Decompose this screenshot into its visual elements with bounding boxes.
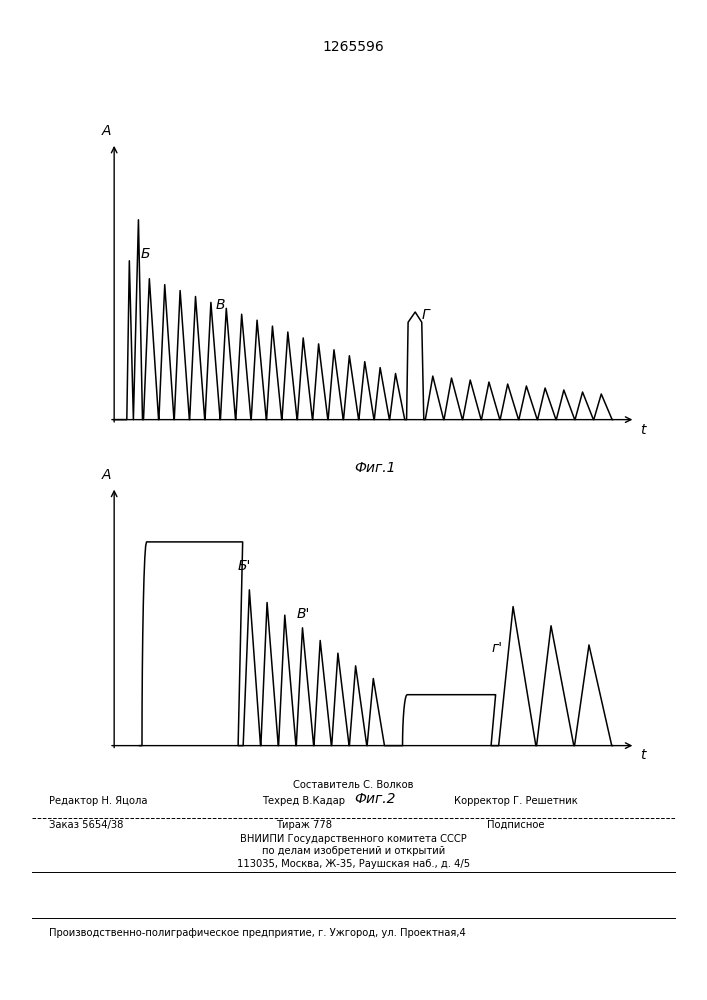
Text: В: В xyxy=(216,298,225,312)
Text: по делам изобретений и открытий: по делам изобретений и открытий xyxy=(262,846,445,856)
Text: Подписное: Подписное xyxy=(487,820,545,830)
Text: Б: Б xyxy=(141,247,150,261)
Text: Б': Б' xyxy=(238,559,252,573)
Text: А: А xyxy=(102,468,112,482)
Text: Г: Г xyxy=(422,308,430,322)
Text: Техред В.Кадар: Техред В.Кадар xyxy=(262,796,346,806)
Text: ВНИИПИ Государственного комитета СССР: ВНИИПИ Государственного комитета СССР xyxy=(240,834,467,844)
Text: 1265596: 1265596 xyxy=(322,40,385,54)
Text: 113035, Москва, Ж-35, Раушская наб., д. 4/5: 113035, Москва, Ж-35, Раушская наб., д. … xyxy=(237,859,470,869)
Text: t: t xyxy=(641,748,645,762)
Text: Тираж 778: Тираж 778 xyxy=(276,820,332,830)
Text: А: А xyxy=(102,124,112,138)
Text: Корректор Г. Решетник: Корректор Г. Решетник xyxy=(454,796,578,806)
Text: Редактор Н. Яцола: Редактор Н. Яцола xyxy=(49,796,148,806)
Text: В': В' xyxy=(296,607,310,621)
Text: Производственно-полиграфическое предприятие, г. Ужгород, ул. Проектная,4: Производственно-полиграфическое предприя… xyxy=(49,928,466,938)
Text: t: t xyxy=(641,423,645,437)
Text: Фиг.2: Фиг.2 xyxy=(354,792,395,806)
Text: Заказ 5654/38: Заказ 5654/38 xyxy=(49,820,124,830)
Text: г': г' xyxy=(491,641,502,655)
Text: Фиг.1: Фиг.1 xyxy=(354,461,395,475)
Text: Составитель С. Волков: Составитель С. Волков xyxy=(293,780,414,790)
